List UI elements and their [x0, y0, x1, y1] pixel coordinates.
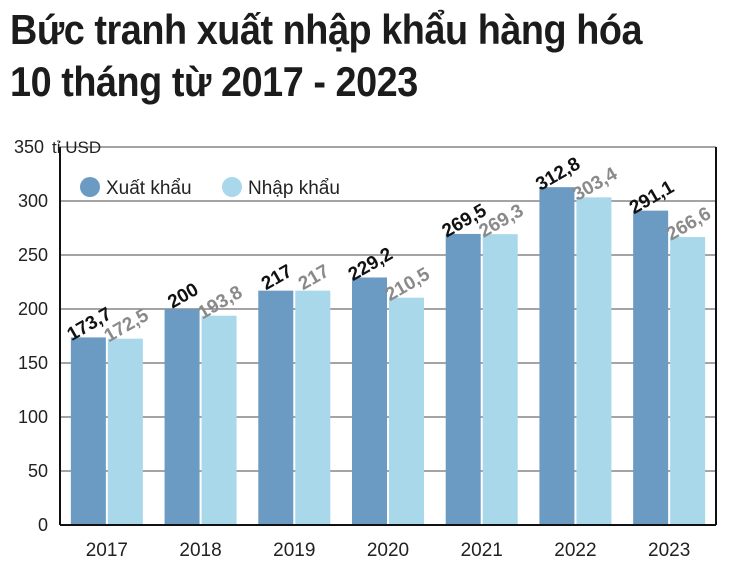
title-line-1: Bức tranh xuất nhập khẩu hàng hóa — [10, 6, 643, 53]
y-tick-label-200: 200 — [18, 299, 48, 319]
y-tick-label-250: 250 — [18, 245, 48, 265]
legend-swatch-import — [222, 177, 242, 197]
bar-export-2022 — [539, 187, 575, 525]
y-tick-label-50: 50 — [28, 461, 48, 481]
bar-import-2021 — [482, 234, 518, 525]
y-tick-label-100: 100 — [18, 407, 48, 427]
y-tick-label-300: 300 — [18, 191, 48, 211]
legend-label-import: Nhập khẩu — [248, 178, 340, 199]
legend-swatch-export — [80, 177, 100, 197]
y-tick-label-150: 150 — [18, 353, 48, 373]
x-tick-label-2019: 2019 — [273, 540, 315, 561]
bar-import-2019 — [295, 290, 331, 525]
x-tick-label-2021: 2021 — [461, 540, 503, 561]
data-label-export-2019: 217 — [258, 261, 296, 295]
bar-export-2023 — [633, 210, 669, 525]
legend: Xuất khẩu Nhập khẩu — [80, 177, 340, 199]
bar-import-2017 — [107, 338, 143, 525]
x-tick-label-2023: 2023 — [648, 540, 690, 561]
title-line-2: 10 tháng từ 2017 - 2023 — [10, 58, 418, 105]
bar-import-2020 — [389, 297, 424, 525]
x-tick-label-2018: 2018 — [179, 540, 221, 561]
bar-export-2021 — [445, 233, 481, 525]
y-unit-label: tỉ USD — [52, 138, 101, 157]
x-tick-label-2017: 2017 — [86, 540, 128, 561]
bar-export-2020 — [352, 277, 387, 525]
data-label-import-2019: 217 — [295, 261, 333, 295]
x-tick-label-2020: 2020 — [367, 540, 409, 561]
bar-import-2018 — [201, 315, 237, 525]
x-axis: 2017 2018 2019 2020 2021 2022 2023 — [60, 147, 717, 561]
y-axis: 0 50 100 150 200 250 300 350 tỉ USD — [14, 137, 101, 535]
bar-export-2019 — [258, 290, 294, 525]
bar-import-2023 — [670, 237, 706, 525]
x-tick-label-2022: 2022 — [554, 540, 596, 561]
bar-export-2017 — [70, 337, 106, 525]
y-tick-label-350: 350 — [14, 137, 44, 157]
y-tick-label-0: 0 — [38, 515, 48, 535]
bar-export-2018 — [164, 309, 200, 525]
bar-import-2022 — [576, 197, 612, 525]
legend-label-export: Xuất khẩu — [106, 178, 192, 199]
chart-title: Bức tranh xuất nhập khẩu hàng hóa 10 thá… — [10, 4, 643, 108]
